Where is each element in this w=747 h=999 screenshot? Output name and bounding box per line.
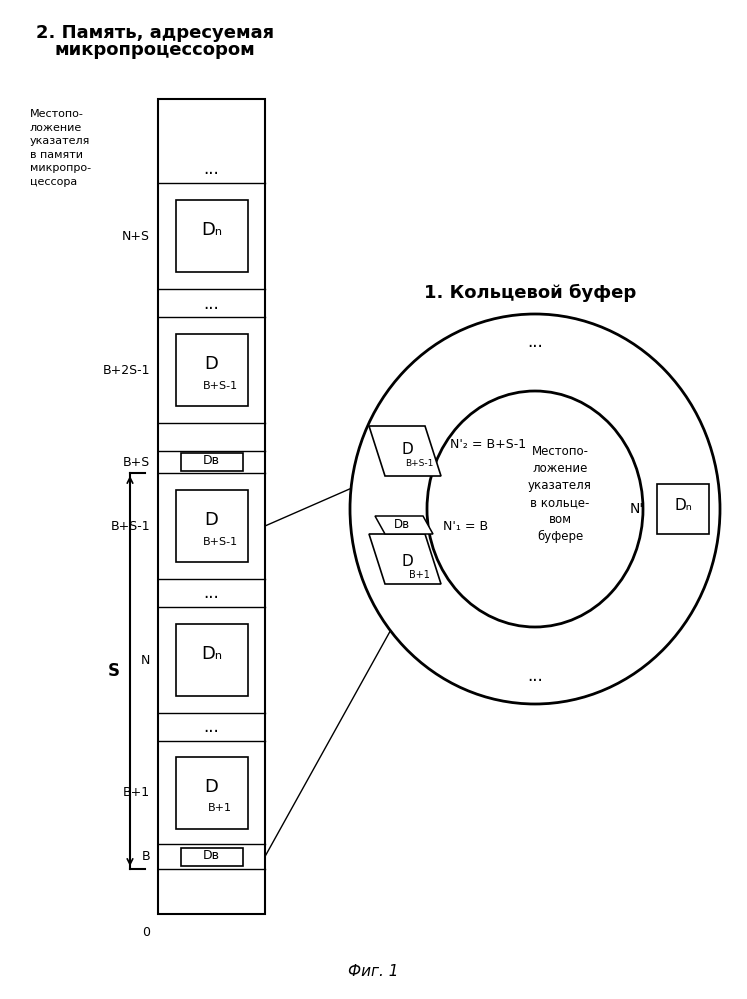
Text: ...: ... [204,160,220,178]
Text: ...: ... [527,333,543,351]
Bar [176,756,247,828]
Bar [657,484,709,534]
Text: Dв: Dв [394,518,410,531]
Text: ...: ... [204,584,220,602]
Text: Dₙ: Dₙ [674,498,692,512]
Text: N'₂ = B+S-1: N'₂ = B+S-1 [450,438,526,451]
Text: N+S: N+S [122,230,150,243]
Text: ...: ... [204,718,220,736]
Text: ...: ... [204,295,220,313]
Text: B+S-1: B+S-1 [202,536,238,546]
Bar [176,200,247,272]
Text: 1. Кольцевой буфер: 1. Кольцевой буфер [424,284,636,302]
Text: B+1: B+1 [123,786,150,799]
Text: микропроцессором: микропроцессором [55,41,255,59]
Text: N'₁ = B: N'₁ = B [443,519,488,532]
Bar [176,624,247,696]
Text: Dв: Dв [203,455,220,468]
Text: Dₙ: Dₙ [201,221,222,239]
Text: B+S-1: B+S-1 [202,381,238,391]
Text: B: B [141,850,150,863]
Ellipse shape [427,391,643,627]
Text: N': N' [630,502,644,516]
Text: Dₙ: Dₙ [201,645,222,663]
Polygon shape [375,516,433,534]
Text: ...: ... [527,667,543,685]
Text: B+S: B+S [123,456,150,469]
Text: B+1: B+1 [409,570,430,580]
Text: D: D [205,778,218,796]
Polygon shape [369,534,441,584]
Text: B+1: B+1 [208,803,232,813]
Text: N: N [140,653,150,666]
Text: 2. Память, адресуемая: 2. Память, адресуемая [36,24,274,42]
Bar [176,490,247,562]
Text: D: D [401,442,413,457]
Text: D: D [205,511,218,529]
Text: S: S [108,662,120,680]
Text: D: D [401,553,413,568]
Polygon shape [369,426,441,476]
Bar [176,334,247,406]
Bar [158,99,265,914]
Text: B+S-1: B+S-1 [405,459,433,468]
Text: B+S-1: B+S-1 [111,519,150,532]
Text: Фиг. 1: Фиг. 1 [348,963,398,978]
Text: Dв: Dв [203,848,220,861]
Text: 0: 0 [142,925,150,938]
Bar [181,453,243,471]
Ellipse shape [350,314,720,704]
Text: B+2S-1: B+2S-1 [102,364,150,377]
Text: Местопо-
ложение
указателя
в памяти
микропро-
цессора: Местопо- ложение указателя в памяти микр… [30,109,91,187]
Text: D: D [205,356,218,374]
Text: Местопо-
ложение
указателя
в кольце-
вом
буфере: Местопо- ложение указателя в кольце- вом… [528,445,592,543]
Bar [181,847,243,865]
